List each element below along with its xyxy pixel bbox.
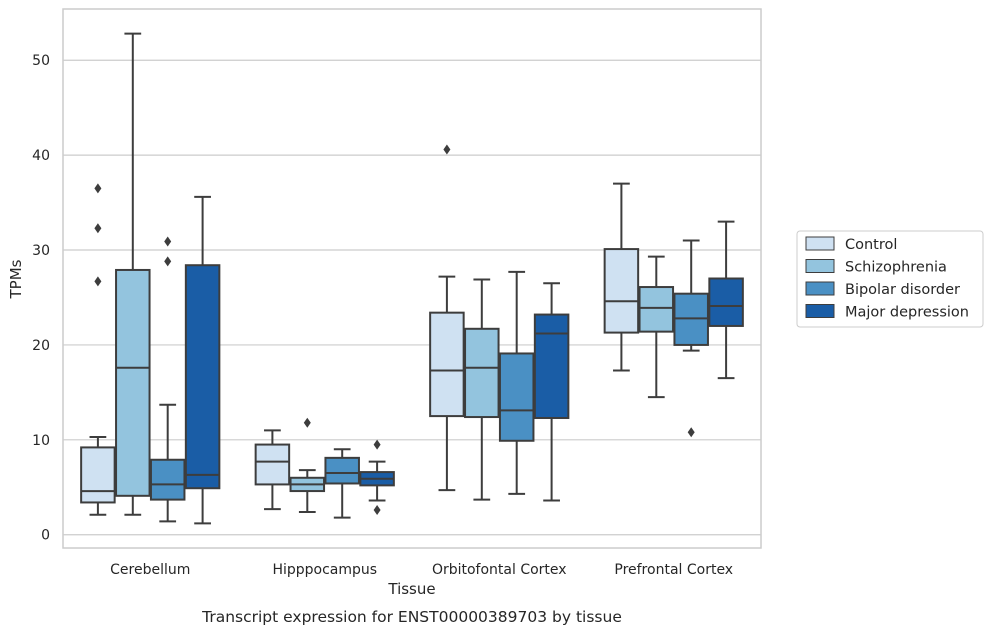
legend-swatch bbox=[805, 259, 835, 273]
box-plot bbox=[149, 236, 186, 523]
box bbox=[184, 264, 221, 490]
box-plot bbox=[324, 448, 360, 519]
box-plot bbox=[673, 239, 709, 438]
y-tick-label: 30 bbox=[32, 243, 50, 259]
box-plot bbox=[498, 270, 535, 495]
box-plot bbox=[359, 439, 395, 516]
legend-label: Schizophrenia bbox=[845, 260, 947, 276]
box bbox=[429, 311, 465, 418]
box-plot bbox=[254, 429, 291, 511]
outlier-point bbox=[687, 427, 695, 438]
x-tick-label: Orbitofontal Cortex bbox=[432, 562, 567, 578]
y-tick-label: 20 bbox=[32, 338, 50, 354]
box bbox=[254, 443, 291, 486]
outlier-point bbox=[94, 276, 102, 287]
outlier-point bbox=[94, 183, 102, 194]
legend-label: Bipolar disorder bbox=[845, 282, 960, 298]
box-plot bbox=[429, 144, 465, 492]
x-tick-labels: Cerebellum Hipppocampus Orbitofontal Corte… bbox=[110, 562, 733, 578]
legend-frame bbox=[796, 230, 984, 328]
legend-swatch bbox=[805, 304, 835, 318]
box bbox=[603, 248, 640, 334]
box-plot bbox=[533, 282, 570, 502]
outlier-point bbox=[303, 417, 311, 428]
box bbox=[115, 268, 151, 497]
y-axis-label: TPMs bbox=[7, 259, 25, 299]
outlier-point bbox=[164, 236, 172, 247]
box bbox=[498, 352, 535, 442]
box-plot bbox=[638, 255, 675, 399]
x-tick-label: Prefrontal Cortex bbox=[614, 562, 733, 578]
box bbox=[638, 286, 675, 333]
outlier-point bbox=[373, 505, 381, 516]
legend-label: Major depression bbox=[845, 305, 969, 321]
y-tick-label: 0 bbox=[41, 528, 50, 544]
box-plot bbox=[464, 278, 500, 501]
box-plot bbox=[80, 183, 116, 516]
y-tick-label: 40 bbox=[32, 148, 50, 164]
box bbox=[708, 277, 744, 327]
box-plot bbox=[184, 195, 221, 525]
chart-caption: Transcript expression for ENST0000038970… bbox=[201, 608, 622, 626]
box-plot bbox=[289, 417, 326, 513]
x-axis-label: Tissue bbox=[387, 580, 435, 598]
outlier-point bbox=[443, 144, 451, 155]
x-tick-label: Cerebellum bbox=[110, 562, 190, 578]
x-tick-label: Hipppocampus bbox=[272, 562, 377, 578]
box bbox=[533, 313, 570, 419]
box-plot bbox=[115, 32, 151, 516]
box bbox=[80, 446, 116, 504]
outlier-point bbox=[373, 439, 381, 450]
box bbox=[324, 456, 360, 485]
legend-swatch bbox=[805, 236, 835, 251]
gridlines bbox=[63, 59, 761, 536]
box bbox=[464, 327, 500, 419]
plot-area-frame bbox=[62, 8, 762, 549]
y-tick-label: 10 bbox=[32, 433, 50, 449]
legend-label: Control bbox=[845, 237, 897, 253]
box bbox=[149, 458, 186, 501]
box-plot bbox=[708, 220, 744, 380]
y-tick-labels: 0 10 20 30 40 50 bbox=[32, 53, 50, 543]
legend-swatch bbox=[805, 281, 835, 296]
y-tick-label: 50 bbox=[32, 53, 50, 69]
box-plots bbox=[80, 32, 744, 525]
outlier-point bbox=[94, 223, 102, 234]
box-plot bbox=[603, 182, 640, 372]
outlier-point bbox=[164, 256, 172, 267]
legend: Control Schizophrenia Bipolar disorder Majo… bbox=[796, 230, 984, 328]
